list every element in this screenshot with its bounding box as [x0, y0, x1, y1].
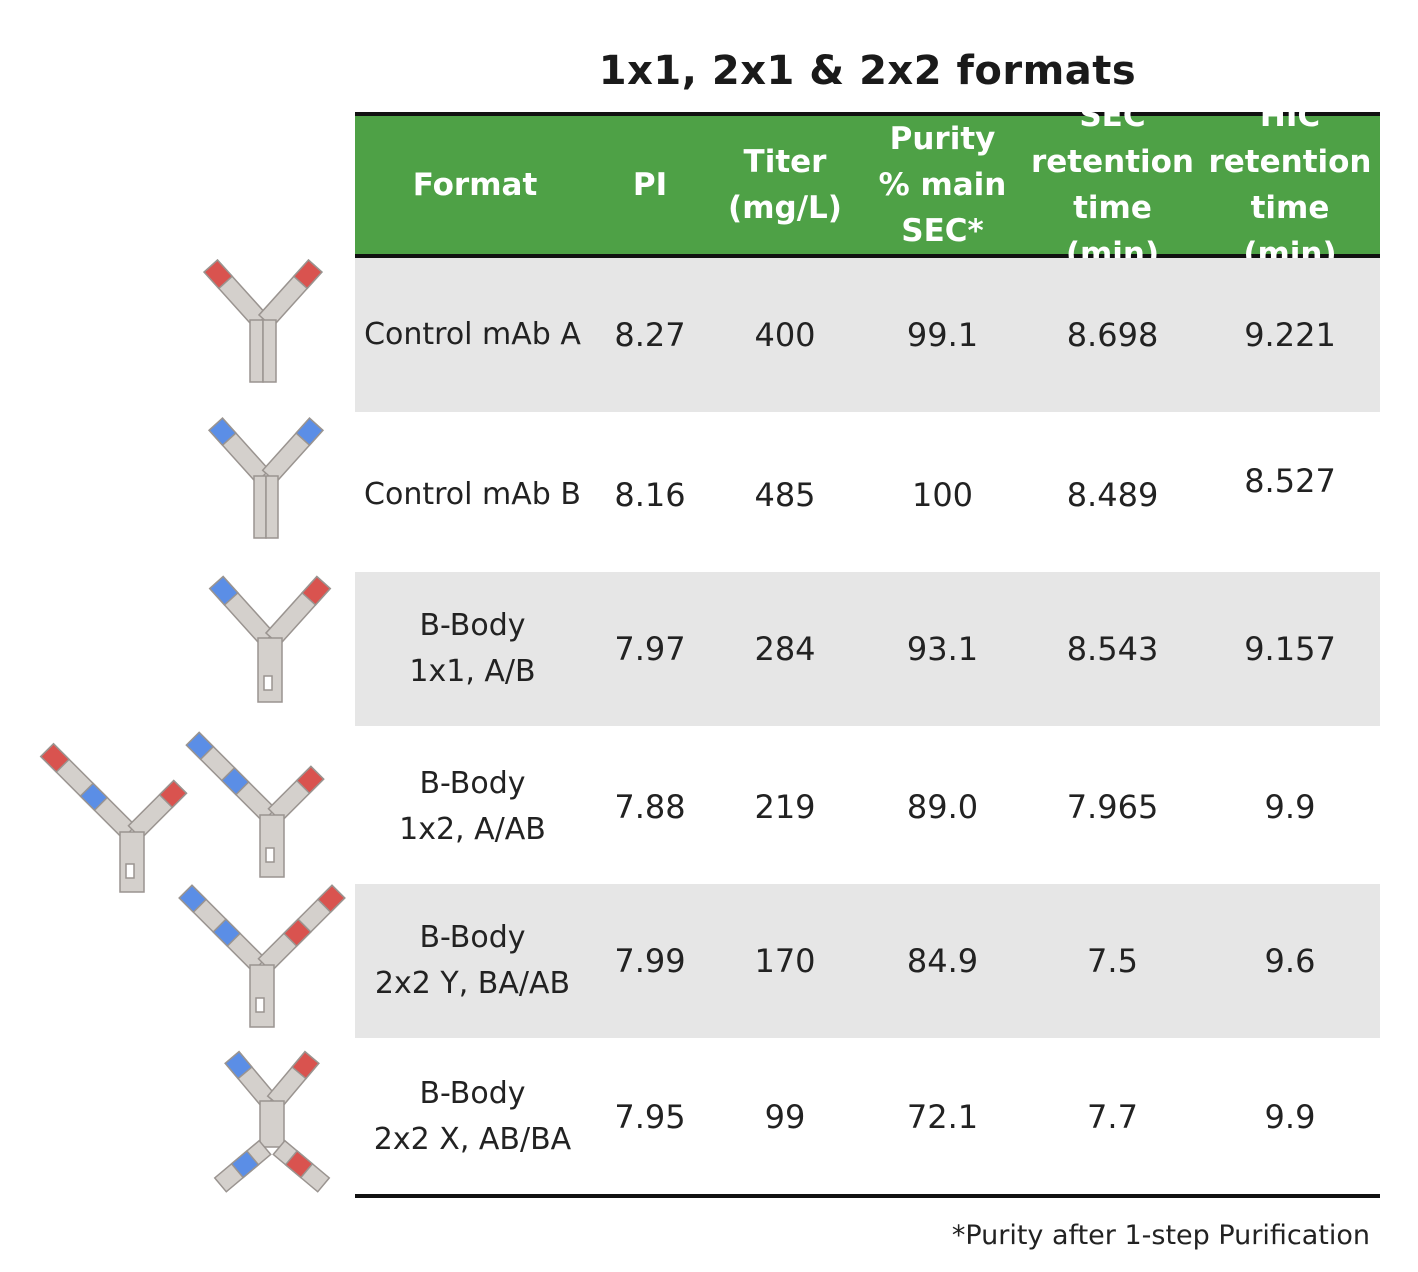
header-purity: Purity % main SEC*: [878, 121, 1007, 249]
hic-cell: 8.527: [1244, 462, 1336, 500]
table-row: B-Body 2x2 Y, BA/AB 7.99 170 84.9 7.5 9.…: [355, 884, 1380, 1038]
purity-cell: 100: [911, 476, 974, 514]
format-cell: B-Body 2x2 Y, BA/AB: [374, 920, 571, 1001]
format-cell: Control mAb B: [364, 477, 581, 512]
pi-cell: 7.95: [614, 1098, 686, 1136]
header-format: Format: [412, 167, 538, 203]
table-row: B-Body 1x1, A/B 7.97 284 93.1 8.543 9.15…: [355, 572, 1380, 726]
format-cell: Control mAb A: [364, 317, 581, 352]
purity-cell: 72.1: [906, 1098, 979, 1136]
format-cell: B-Body 2x2 X, AB/BA: [373, 1076, 572, 1157]
titer-cell: 170: [754, 942, 816, 980]
bbody-2x2y-icon: [178, 884, 346, 1028]
hic-cell: 9.221: [1244, 316, 1336, 354]
titer-cell: 485: [754, 476, 816, 514]
hic-cell: 9.9: [1264, 788, 1316, 826]
sec-cell: 8.698: [1066, 316, 1159, 354]
table-bottom-rule: [355, 1194, 1380, 1198]
hic-cell: 9.6: [1264, 942, 1316, 980]
sec-cell: 7.965: [1066, 788, 1159, 826]
header-titer: Titer (mg/L): [728, 144, 842, 226]
pi-cell: 8.16: [614, 476, 686, 514]
purity-cell: 93.1: [906, 630, 979, 668]
page-title: 1x1, 2x1 & 2x2 formats: [598, 48, 1137, 94]
antibody-red-icon: [203, 258, 323, 383]
table-row: B-Body 2x2 X, AB/BA 7.95 99 72.1 7.7 9.9: [355, 1040, 1380, 1194]
header-sec-retention: SEC retention time (min): [1030, 98, 1195, 272]
sec-cell: 7.5: [1087, 942, 1138, 980]
titer-cell: 99: [764, 1098, 806, 1136]
header-hic-retention: HIC retention time (min): [1208, 98, 1372, 272]
table-header-rule: [355, 254, 1380, 258]
format-cell: B-Body 1x2, A/AB: [399, 766, 546, 847]
pi-cell: 8.27: [614, 316, 686, 354]
antibody-blue-icon: [208, 417, 324, 539]
sec-cell: 8.543: [1066, 630, 1159, 668]
sec-cell: 8.489: [1066, 476, 1159, 514]
table-row: B-Body 1x2, A/AB 7.88 219 89.0 7.965 9.9: [355, 730, 1380, 884]
bbody-2x2x-icon: [213, 1050, 331, 1193]
pi-cell: 7.88: [614, 788, 686, 826]
bbody-1x1-icon: [208, 575, 332, 703]
purity-cell: 99.1: [906, 316, 979, 354]
table-row: Control mAb A 8.27 400 99.1 8.698 9.221: [355, 258, 1380, 412]
table-top-rule: [355, 112, 1380, 116]
titer-cell: 284: [754, 630, 816, 668]
purity-cell: 89.0: [906, 788, 979, 826]
footnote: *Purity after 1-step Purification: [951, 1220, 1370, 1251]
bbody-1x2-icon: [39, 731, 325, 893]
hic-cell: 9.9: [1264, 1098, 1316, 1136]
sec-cell: 7.7: [1087, 1098, 1138, 1136]
purity-cell: 84.9: [906, 942, 979, 980]
titer-cell: 219: [754, 788, 816, 826]
table-header: [355, 116, 1380, 254]
table-row: Control mAb B 8.16 485 100 8.489 8.527: [355, 418, 1380, 572]
pi-cell: 7.97: [614, 630, 686, 668]
hic-cell: 9.157: [1244, 630, 1336, 668]
titer-cell: 400: [754, 316, 816, 354]
pi-cell: 7.99: [614, 942, 686, 980]
header-pi: PI: [632, 167, 668, 203]
format-cell: B-Body 1x1, A/B: [409, 608, 536, 689]
